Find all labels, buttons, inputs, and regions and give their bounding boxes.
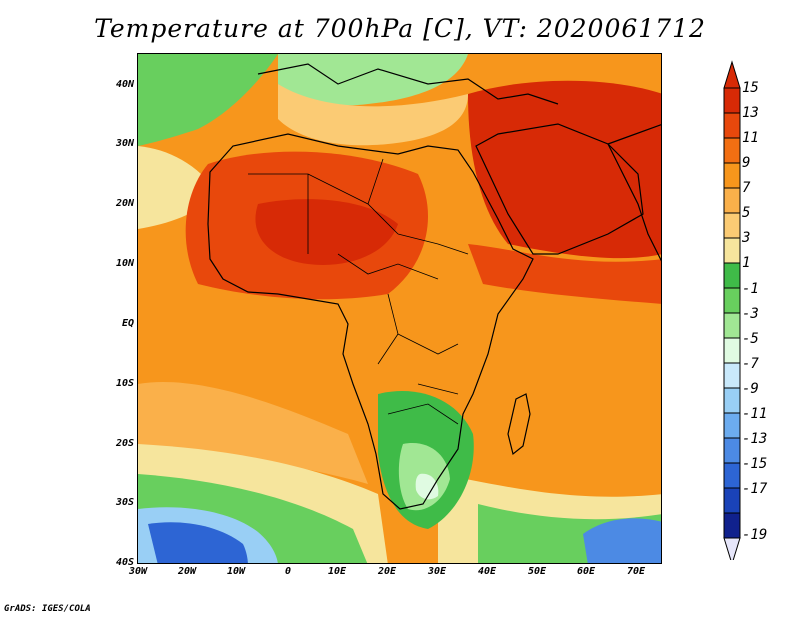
colorbar-label-3: 3 <box>742 230 751 246</box>
lat-label-30s: 30S <box>115 497 134 508</box>
colorbar <box>723 60 741 560</box>
colorbar-label-5: 5 <box>742 205 751 221</box>
lon-label-20e: 20E <box>377 566 397 577</box>
chart-title: Temperature at 700hPa [C], VT: 202006171… <box>94 14 706 43</box>
southern-indian-cold <box>583 518 661 563</box>
india-coastline <box>607 124 661 262</box>
colorbar-segment <box>723 87 741 114</box>
lon-label-0: 0 <box>284 566 292 577</box>
colorbar-segment <box>723 137 741 164</box>
colorbar-segment <box>723 162 741 189</box>
colorbar-label-neg11: -11 <box>742 406 768 422</box>
colorbar-segment <box>723 212 741 239</box>
colorbar-segment <box>723 262 741 289</box>
colorbar-segment <box>723 112 741 139</box>
lon-label-40e: 40E <box>477 566 497 577</box>
lon-label-60e: 60E <box>576 566 596 577</box>
lat-label-30n: 30N <box>115 138 134 149</box>
lon-label-20w: 20W <box>177 566 197 577</box>
colorbar-label-neg3: -3 <box>742 306 759 322</box>
colorbar-label-neg9: -9 <box>742 381 759 397</box>
map-canvas <box>138 54 661 563</box>
colorbar-label-15: 15 <box>742 80 759 96</box>
colorbar-segment <box>723 312 741 339</box>
sahel-red <box>255 199 398 265</box>
colorbar-label-11: 11 <box>742 130 759 146</box>
colorbar-segment <box>723 362 741 389</box>
lon-label-70e: 70E <box>626 566 646 577</box>
lon-label-30w: 30W <box>128 566 148 577</box>
lat-label-40n: 40N <box>115 79 134 90</box>
country-borders <box>248 158 469 425</box>
colorbar-label-1: 1 <box>742 255 751 271</box>
colorbar-label-neg7: -7 <box>742 356 759 372</box>
colorbar-label-neg15: -15 <box>742 456 768 472</box>
colorbar-segment <box>723 287 741 314</box>
lat-label-eq: EQ <box>121 318 134 329</box>
north-atlantic-cool <box>138 54 278 146</box>
africa-coastline <box>207 133 534 510</box>
arabia-hot <box>468 80 661 259</box>
colorbar-top-triangle <box>723 60 741 89</box>
arabia-coastline <box>475 123 644 255</box>
colorbar-segment <box>723 487 741 514</box>
madagascar <box>507 393 531 456</box>
lat-label-20n: 20N <box>115 198 134 209</box>
lat-label-20s: 20S <box>115 438 134 449</box>
colorbar-segment <box>723 187 741 214</box>
colorbar-segment <box>723 437 741 464</box>
colorbar-segment <box>723 237 741 264</box>
lon-label-30e: 30E <box>427 566 447 577</box>
lat-label-10n: 10N <box>115 258 134 269</box>
colorbar-label-neg13: -13 <box>742 431 768 447</box>
colorbar-label-9: 9 <box>742 155 751 171</box>
europe-coastline <box>257 63 559 105</box>
colorbar-label-neg17: -17 <box>742 481 768 497</box>
mediterranean-cool <box>278 54 468 106</box>
mediterranean-yellow <box>278 84 468 146</box>
south-atlantic-warm <box>138 382 368 484</box>
colorbar-label-neg19: -19 <box>742 527 768 543</box>
south-atlantic-deep <box>148 522 248 563</box>
lesotho-cold <box>415 473 439 500</box>
colorbar-segment <box>723 337 741 364</box>
colorbar-bottom-triangle <box>723 537 741 560</box>
colorbar-label-7: 7 <box>742 180 751 196</box>
lon-label-10w: 10W <box>226 566 246 577</box>
colorbar-label-13: 13 <box>742 105 759 121</box>
credit-text: GrADS: IGES/COLA <box>4 604 91 614</box>
colorbar-segment <box>723 462 741 489</box>
colorbar-label-neg5: -5 <box>742 331 759 347</box>
colorbar-label-neg1: -1 <box>742 281 759 297</box>
lat-label-10s: 10S <box>115 378 134 389</box>
colorbar-segment <box>723 387 741 414</box>
lon-label-50e: 50E <box>527 566 547 577</box>
lon-label-10e: 10E <box>327 566 347 577</box>
colorbar-segment <box>723 412 741 439</box>
colorbar-segment <box>723 512 741 539</box>
lat-label-40s: 40S <box>115 557 134 568</box>
temperature-map <box>137 53 662 564</box>
